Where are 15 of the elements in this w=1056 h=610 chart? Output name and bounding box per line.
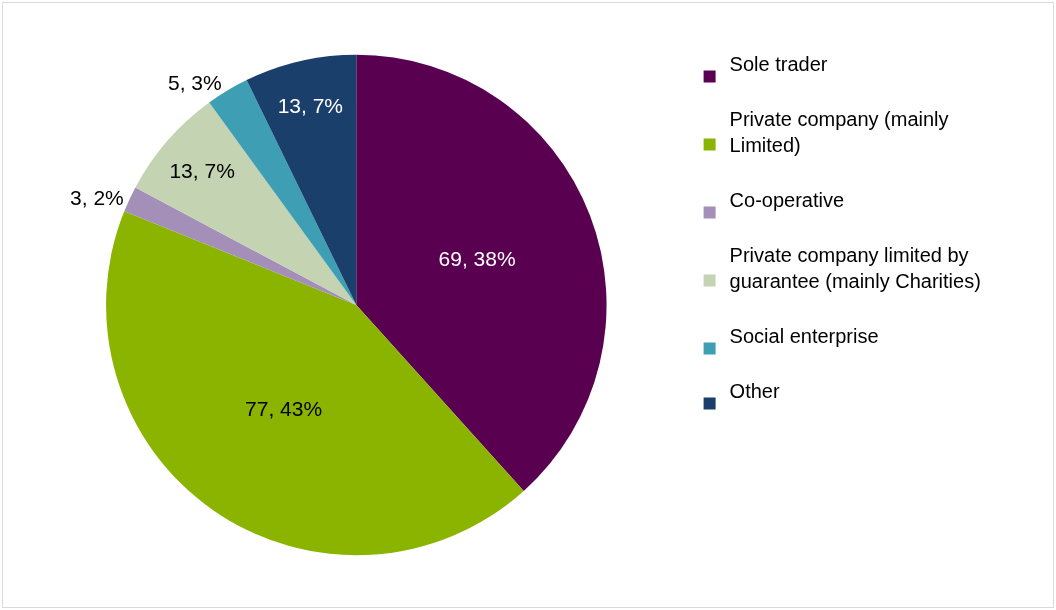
legend-label: Private company limited by guarantee (mainly Charities)	[729, 244, 981, 293]
pie-slice	[246, 54, 357, 305]
legend-label: Social enterprise	[729, 325, 879, 348]
data-label: 13, 7%	[169, 159, 235, 183]
legend-label: Private company (mainly Limited)	[729, 108, 949, 157]
data-label: 3, 2%	[70, 185, 124, 209]
legend-label: Sole trader	[729, 53, 828, 76]
data-label: 5, 3%	[167, 70, 222, 94]
data-label: 13, 7%	[277, 94, 344, 118]
pie-slice	[356, 54, 607, 491]
data-label: 77, 43%	[245, 397, 323, 421]
legend-label: Other	[729, 380, 780, 403]
pie-slice	[106, 211, 524, 556]
legend-label: Co-operative	[729, 189, 845, 212]
data-label: 69, 38%	[438, 247, 516, 271]
